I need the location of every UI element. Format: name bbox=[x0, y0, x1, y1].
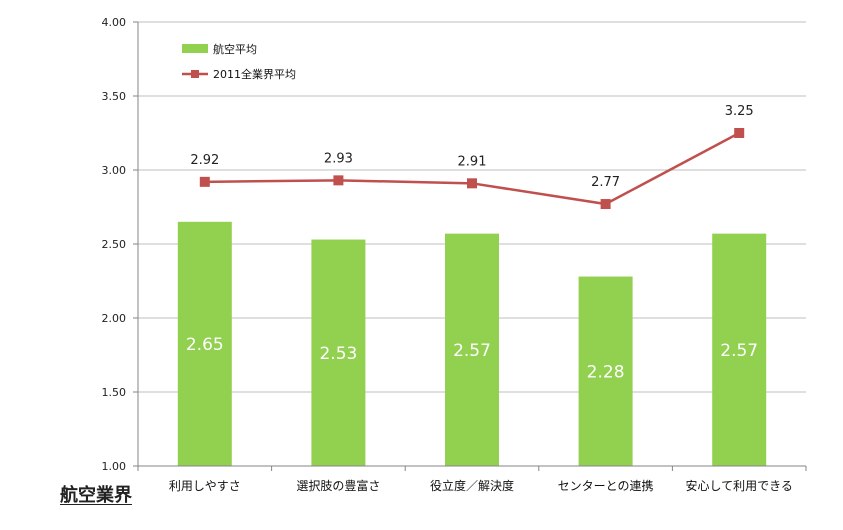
line-value-label: 2.77 bbox=[591, 175, 620, 190]
bar-value-label: 2.57 bbox=[720, 341, 758, 361]
bar-value-label: 2.57 bbox=[453, 341, 491, 361]
x-axis: 利用しやすさ 選択肢の豊富さ 役立度／解決度 センターとの連携 安心して利用できる bbox=[137, 465, 807, 493]
legend-label-bar: 航空平均 bbox=[213, 42, 257, 56]
x-category-label: 選択肢の豊富さ bbox=[296, 478, 380, 493]
line-marker bbox=[333, 175, 344, 186]
line-series: 2.92 2.93 2.91 2.77 3.25 bbox=[190, 104, 754, 210]
y-tick-label: 3.50 bbox=[102, 90, 127, 103]
line-marker bbox=[600, 199, 611, 210]
line-marker bbox=[734, 128, 745, 138]
x-category-label: センターとの連携 bbox=[558, 478, 654, 493]
x-category-label: 役立度／解決度 bbox=[430, 478, 514, 493]
legend: 航空平均 2011全業界平均 bbox=[182, 42, 296, 81]
y-tick-label: 4.00 bbox=[102, 16, 127, 29]
x-category-label: 安心して利用できる bbox=[685, 478, 792, 493]
bar bbox=[712, 233, 767, 466]
line-value-label: 2.93 bbox=[324, 151, 353, 166]
line-value-label: 2.92 bbox=[190, 153, 219, 168]
bar bbox=[445, 233, 499, 466]
bar-value-label: 2.28 bbox=[587, 362, 625, 382]
legend-swatch-bar bbox=[182, 44, 208, 53]
line-value-label: 3.25 bbox=[725, 104, 754, 119]
line-value-label: 2.91 bbox=[458, 154, 487, 169]
legend-label-line: 2011全業界平均 bbox=[213, 67, 296, 81]
bar-value-label: 2.65 bbox=[186, 335, 224, 355]
bar-series: 2.65 2.53 2.57 2.28 2.57 bbox=[177, 221, 767, 466]
line-marker bbox=[199, 176, 210, 187]
legend-swatch-marker bbox=[191, 70, 199, 78]
y-tick-label: 2.50 bbox=[102, 238, 127, 251]
line-marker bbox=[467, 178, 477, 189]
y-tick-label: 1.50 bbox=[102, 386, 127, 399]
bar-value-label: 2.53 bbox=[319, 344, 357, 364]
bar bbox=[177, 221, 232, 466]
y-tick-label: 3.00 bbox=[102, 164, 127, 177]
industry-label: 航空業界 bbox=[60, 485, 132, 506]
x-category-label: 利用しやすさ bbox=[169, 479, 241, 493]
y-tick-label: 2.00 bbox=[102, 312, 127, 325]
bar bbox=[311, 239, 366, 466]
y-tick-label: 1.00 bbox=[102, 460, 127, 473]
bar bbox=[578, 276, 633, 466]
y-axis: 1.00 1.50 2.00 2.50 3.00 3.50 4.00 bbox=[102, 16, 139, 473]
